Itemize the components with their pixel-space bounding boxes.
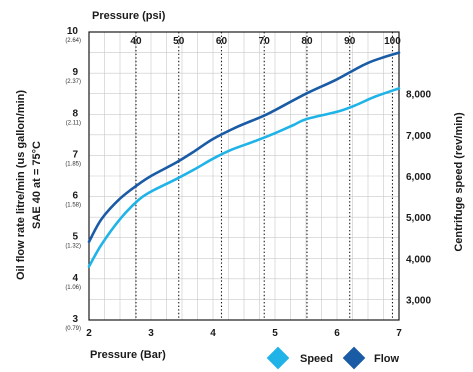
right-tick-label: 8,000	[406, 90, 431, 101]
left-axis-title-line2: SAE 40 at = 75°C	[31, 141, 43, 229]
x-tick-label: 7	[396, 328, 402, 339]
psi-gridlines	[135, 32, 394, 320]
x-tick-label: 3	[148, 328, 154, 339]
left-tick-label: 8	[72, 108, 78, 119]
plot-frame	[88, 31, 400, 321]
left-tick-label: 4	[72, 273, 78, 284]
legend: Speed Flow	[266, 346, 399, 370]
series	[87, 51, 401, 268]
left-tick-sublabel: (2.37)	[65, 79, 81, 85]
legend-flow-swatch	[342, 346, 366, 370]
left-tick-sublabel: (2.64)	[65, 38, 81, 44]
left-tick-label: 6	[72, 191, 78, 202]
left-axis-title-line1: Oil flow rate litre/min (us gallon/min)	[15, 90, 27, 280]
top-tick-label: 70	[259, 36, 271, 47]
right-tick-label: 7,000	[406, 131, 431, 142]
left-tick-label: 5	[72, 232, 78, 243]
left-tick-label: 9	[72, 67, 78, 78]
x-tick-label: 4	[210, 328, 216, 339]
left-tick-sublabel: (1.58)	[65, 203, 81, 209]
top-tick-label: 40	[130, 36, 142, 47]
grid	[88, 31, 400, 321]
legend-speed-label: Speed	[300, 353, 333, 365]
top-tick-label: 90	[344, 36, 356, 47]
series-line-speed	[87, 87, 401, 268]
right-tick-label: 4,000	[406, 254, 431, 265]
left-tick-sublabel: (2.11)	[66, 120, 81, 126]
x-tick-label: 2	[86, 328, 92, 339]
left-tick-label: 3	[72, 314, 78, 325]
x-axis-title: Pressure (Bar)	[90, 349, 166, 361]
left-tick-label: 7	[72, 149, 78, 160]
left-tick-sublabel: (1.06)	[65, 285, 81, 291]
left-tick-sublabel: (1.32)	[65, 244, 81, 250]
top-tick-label: 100	[384, 36, 401, 47]
x-tick-label: 5	[272, 328, 278, 339]
right-axis-title: Centrifuge speed (rev/min)	[453, 112, 465, 252]
top-tick-label: 60	[216, 36, 228, 47]
top-axis-title: Pressure (psi)	[92, 10, 166, 22]
right-tick-label: 6,000	[406, 172, 431, 183]
left-tick-label: 10	[67, 26, 79, 37]
top-tick-label: 50	[173, 36, 185, 47]
legend-flow-label: Flow	[374, 353, 399, 365]
top-tick-label: 80	[301, 36, 313, 47]
x-tick-label: 6	[334, 328, 340, 339]
legend-speed-swatch	[266, 346, 290, 370]
series-line-flow	[87, 51, 401, 244]
right-tick-label: 5,000	[406, 213, 431, 224]
left-tick-sublabel: (0.79)	[65, 326, 81, 332]
left-tick-sublabel: (1.85)	[65, 161, 81, 167]
right-tick-label: 3,000	[406, 295, 431, 306]
